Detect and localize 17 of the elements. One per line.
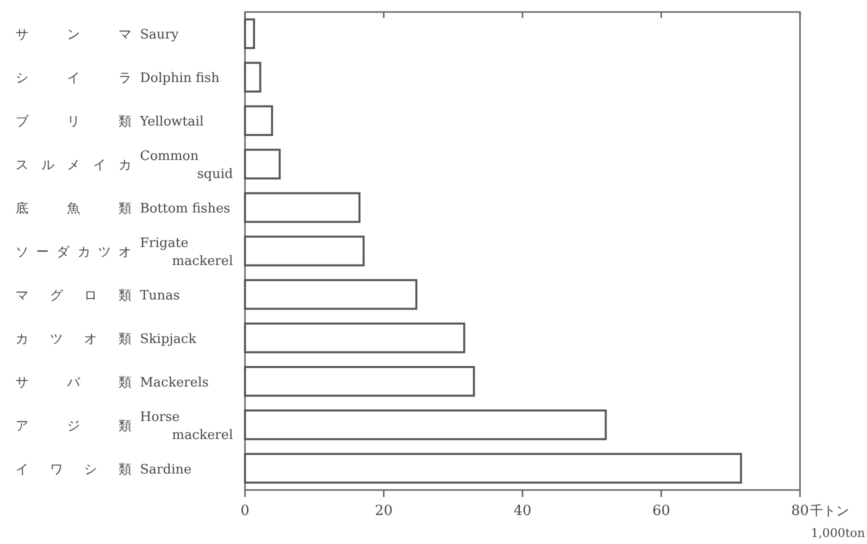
category-label: シイラ Dolphin fish	[16, 71, 220, 86]
y-tick-label: ソーダカツオ Frigate mackerel	[16, 236, 233, 269]
category-label: サンマ Saury	[16, 28, 179, 43]
category-label: カツオ類 Skipjack	[16, 332, 196, 347]
category-label: ブリ類 Yellowtail	[16, 114, 204, 130]
x-axis-title: 千トン 1,000ton	[810, 504, 866, 540]
category-label: 底魚類 Bottom fishes	[16, 202, 230, 217]
category-label: サバ類 Mackerels	[16, 375, 209, 390]
category-label: アジ類 Horse mackerel	[16, 410, 233, 443]
y-tick-label: スルメイカ Common squid	[16, 149, 233, 182]
x-tick-label: 20	[374, 503, 393, 519]
category-label: イワシ類 Sardine	[16, 462, 192, 478]
x-tick-label: 40	[514, 503, 532, 519]
x-tick-label: 0	[240, 503, 250, 519]
category-label: マグロ類 Tunas	[16, 288, 180, 304]
x-tick-label: 80	[791, 503, 809, 519]
x-tick-label: 60	[652, 503, 670, 519]
